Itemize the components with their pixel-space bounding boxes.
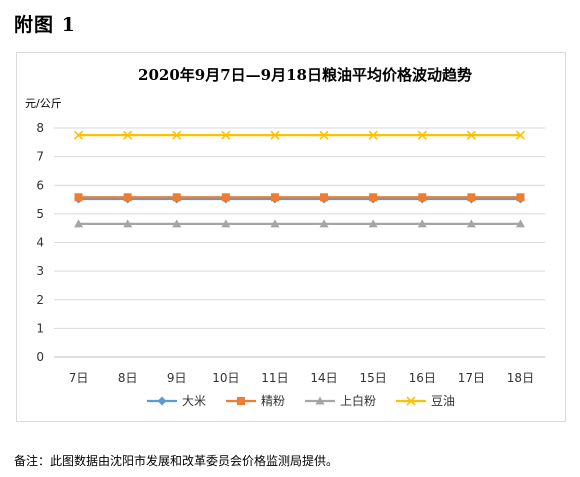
x-marker-stroke bbox=[270, 130, 280, 140]
legend-label: 大米 bbox=[182, 394, 206, 408]
x-marker-stroke bbox=[368, 130, 378, 140]
x-marker bbox=[123, 130, 133, 140]
y-tick-labels: 0 1 2 3 4 5 6 7 8 bbox=[36, 121, 44, 364]
x-marker-stroke bbox=[466, 130, 476, 140]
x-tick-label: 7日 bbox=[69, 371, 89, 385]
x-marker-stroke bbox=[221, 130, 231, 140]
gridlines bbox=[54, 127, 545, 358]
triangle-marker bbox=[315, 396, 325, 405]
x-marker-stroke bbox=[417, 130, 427, 140]
chart-frame: 2020年9月7日—9月18日粮油平均价格波动趋势 元/公斤 0 1 2 3 4 5 6 7 8… bbox=[16, 52, 566, 422]
x-marker-stroke bbox=[172, 130, 182, 140]
square-marker bbox=[516, 193, 525, 202]
square-marker bbox=[172, 193, 181, 202]
x-tick-label: 8日 bbox=[118, 371, 138, 385]
x-marker bbox=[319, 130, 329, 140]
series-大米 bbox=[74, 194, 525, 204]
square-marker bbox=[74, 193, 83, 202]
x-marker bbox=[368, 130, 378, 140]
legend: 大米 精粉 上白粉 豆油 bbox=[147, 393, 455, 408]
triangle-marker bbox=[172, 219, 182, 228]
y-tick-label: 0 bbox=[36, 350, 44, 364]
y-tick-label: 5 bbox=[36, 207, 44, 221]
x-tick-label: 16日 bbox=[409, 371, 436, 385]
x-marker-stroke bbox=[406, 396, 416, 406]
x-marker bbox=[172, 130, 182, 140]
triangle-marker bbox=[515, 219, 525, 228]
legend-item: 精粉 bbox=[226, 394, 285, 408]
legend-item: 豆油 bbox=[396, 394, 455, 408]
square-marker bbox=[123, 193, 132, 202]
y-tick-label: 4 bbox=[36, 236, 44, 250]
triangle-marker bbox=[417, 219, 427, 228]
y-tick-label: 7 bbox=[36, 150, 44, 164]
chart-title: 2020年9月7日—9月18日粮油平均价格波动趋势 bbox=[138, 66, 472, 84]
x-marker-stroke bbox=[73, 130, 84, 140]
series-精粉 bbox=[74, 193, 525, 202]
x-tick-label: 11日 bbox=[261, 371, 288, 385]
x-marker bbox=[270, 130, 280, 140]
x-marker-stroke bbox=[515, 130, 526, 140]
x-marker bbox=[515, 130, 526, 140]
y-tick-label: 2 bbox=[36, 293, 44, 307]
x-marker bbox=[406, 396, 416, 406]
square-marker bbox=[237, 397, 245, 405]
legend-item: 大米 bbox=[147, 394, 206, 408]
series-layer bbox=[73, 130, 526, 228]
x-marker bbox=[417, 130, 427, 140]
x-marker bbox=[466, 130, 476, 140]
series-豆油 bbox=[73, 130, 526, 140]
triangle-marker bbox=[319, 219, 329, 228]
y-tick-label: 1 bbox=[36, 321, 44, 335]
x-tick-label: 18日 bbox=[507, 371, 534, 385]
series-上白粉 bbox=[74, 219, 525, 228]
triangle-marker bbox=[123, 219, 133, 228]
legend-label: 精粉 bbox=[261, 394, 285, 408]
legend-label: 上白粉 bbox=[340, 393, 376, 408]
square-marker bbox=[369, 193, 378, 202]
x-tick-label: 15日 bbox=[360, 371, 387, 385]
figure-label: 附图 1 bbox=[14, 14, 76, 36]
y-tick-label: 6 bbox=[36, 178, 44, 192]
triangle-marker bbox=[221, 219, 231, 228]
diamond-marker bbox=[157, 396, 167, 406]
x-marker-stroke bbox=[123, 130, 133, 140]
square-marker bbox=[467, 193, 476, 202]
square-marker bbox=[418, 193, 427, 202]
triangle-marker bbox=[74, 219, 84, 228]
line-chart: 2020年9月7日—9月18日粮油平均价格波动趋势 元/公斤 0 1 2 3 4 5 6 7 8… bbox=[25, 66, 545, 408]
x-tick-label: 10日 bbox=[212, 371, 239, 385]
footnote: 备注：此图数据由沈阳市发展和改革委员会价格监测局提供。 bbox=[14, 454, 339, 468]
triangle-marker bbox=[270, 219, 280, 228]
x-marker-stroke bbox=[319, 130, 329, 140]
x-marker bbox=[73, 130, 84, 140]
y-tick-label: 3 bbox=[36, 264, 44, 278]
triangle-marker bbox=[368, 219, 378, 228]
legend-label: 豆油 bbox=[431, 394, 455, 408]
square-marker bbox=[320, 193, 329, 202]
x-tick-label: 17日 bbox=[458, 371, 485, 385]
y-tick-label: 8 bbox=[36, 121, 44, 135]
x-tick-label: 9日 bbox=[167, 371, 187, 385]
triangle-marker bbox=[466, 219, 476, 228]
y-axis-unit-label: 元/公斤 bbox=[25, 97, 62, 110]
x-marker bbox=[221, 130, 231, 140]
square-marker bbox=[221, 193, 230, 202]
square-marker bbox=[270, 193, 279, 202]
x-tick-label: 14日 bbox=[310, 371, 337, 385]
legend-item: 上白粉 bbox=[305, 393, 376, 408]
x-tick-labels: 7日 8日 9日 10日 11日 14日 15日 16日 17日 18日 bbox=[69, 371, 534, 385]
